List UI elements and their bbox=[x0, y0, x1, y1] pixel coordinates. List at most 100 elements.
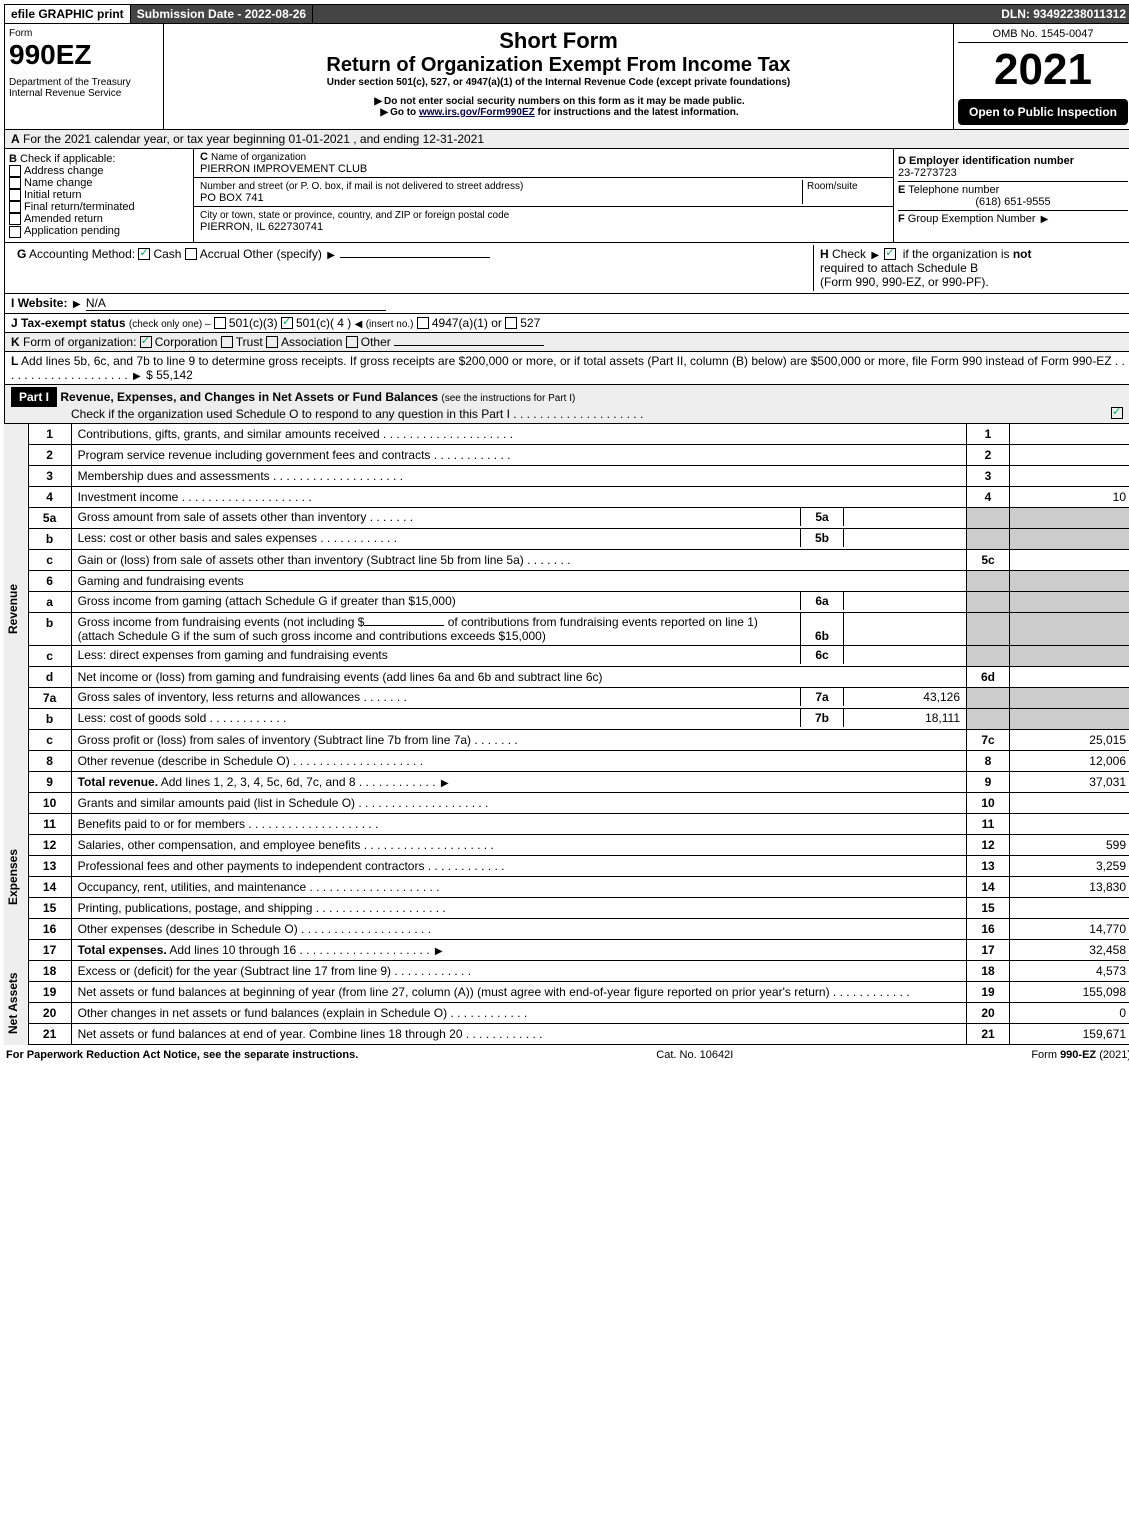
revenue-section: Revenue 1Contributions, gifts, grants, a… bbox=[4, 424, 1129, 793]
sub-val bbox=[844, 529, 967, 547]
table-row: 17Total expenses. Add lines 10 through 1… bbox=[28, 939, 1129, 960]
j-hint: (check only one) ‒ bbox=[129, 319, 211, 330]
line-desc: Less: direct expenses from gaming and fu… bbox=[72, 646, 801, 664]
line-desc: Professional fees and other payments to … bbox=[78, 859, 425, 873]
opt-501c3: 501(c)(3) bbox=[229, 316, 278, 330]
name-label: Name of organization bbox=[211, 152, 306, 163]
line-desc: Gross sales of inventory, less returns a… bbox=[78, 690, 361, 704]
checkbox-name-change[interactable] bbox=[9, 177, 21, 189]
checkbox-schedule-b[interactable] bbox=[884, 248, 896, 260]
sub-val: 18,111 bbox=[844, 709, 967, 727]
main-title: Return of Organization Exempt From Incom… bbox=[172, 54, 945, 77]
open-to-public: Open to Public Inspection bbox=[958, 99, 1128, 125]
table-row: 12Salaries, other compensation, and empl… bbox=[28, 834, 1129, 855]
goto-post: for instructions and the latest informat… bbox=[535, 107, 739, 118]
checkbox-association[interactable] bbox=[266, 336, 278, 348]
h-not: not bbox=[1013, 247, 1032, 261]
checkbox-4947[interactable] bbox=[417, 317, 429, 329]
opt-initial-return: Initial return bbox=[24, 189, 81, 201]
checkbox-initial-return[interactable] bbox=[9, 189, 21, 201]
city-cell: City or town, state or province, country… bbox=[194, 207, 893, 235]
part1-check-text: Check if the organization used Schedule … bbox=[71, 407, 510, 421]
section-l: L Add lines 5b, 6c, and 7b to line 9 to … bbox=[4, 352, 1129, 385]
checkbox-amended-return[interactable] bbox=[9, 213, 21, 225]
checkbox-address-change[interactable] bbox=[9, 165, 21, 177]
line-desc: Gain or (loss) from sale of assets other… bbox=[78, 553, 524, 567]
line-desc: Total expenses. bbox=[78, 943, 167, 957]
arrow-icon bbox=[439, 775, 451, 789]
checkbox-501c3[interactable] bbox=[214, 317, 226, 329]
section-gh: G Accounting Method: Cash Accrual Other … bbox=[4, 243, 1129, 294]
line-desc: Less: cost or other basis and sales expe… bbox=[78, 531, 317, 545]
opt-cash: Cash bbox=[153, 247, 181, 261]
room-label: Room/suite bbox=[807, 181, 858, 192]
line-desc: Other expenses (describe in Schedule O) bbox=[78, 922, 298, 936]
sub-val bbox=[844, 592, 967, 610]
city-state-zip: PIERRON, IL 622730741 bbox=[200, 221, 323, 233]
efile-print[interactable]: efile GRAPHIC print bbox=[5, 5, 131, 23]
checkbox-trust[interactable] bbox=[221, 336, 233, 348]
checkbox-501c[interactable] bbox=[281, 317, 293, 329]
leader-dots: . . . . . . . . . . . . bbox=[317, 531, 397, 545]
checkbox-final-return[interactable] bbox=[9, 201, 21, 213]
goto-note: Go to www.irs.gov/Form990EZ for instruct… bbox=[172, 107, 945, 118]
sub-lineno: 6c bbox=[801, 646, 844, 664]
table-row: 4Investment income . . . . . . . . . . .… bbox=[28, 486, 1129, 507]
table-row: 15Printing, publications, postage, and s… bbox=[28, 897, 1129, 918]
org-name-cell: C Name of organization PIERRON IMPROVEME… bbox=[194, 149, 893, 178]
table-row: 13Professional fees and other payments t… bbox=[28, 855, 1129, 876]
omb-number: OMB No. 1545-0047 bbox=[958, 28, 1128, 43]
footer-cat: Cat. No. 10642I bbox=[656, 1049, 733, 1061]
letter-i: I bbox=[11, 296, 14, 310]
opt-association: Association bbox=[281, 335, 342, 349]
part1-hint: (see the instructions for Part I) bbox=[441, 393, 575, 404]
section-i: I Website: N/A bbox=[4, 294, 1129, 314]
leader-dots: . . . . . . . . . . . . bbox=[830, 985, 910, 999]
leader-dots: . . . . . . . . . . . . bbox=[206, 711, 286, 725]
form-org-label: Form of organization: bbox=[23, 335, 136, 349]
opt-amended-return: Amended return bbox=[24, 213, 103, 225]
submission-date: Submission Date - 2022-08-26 bbox=[131, 5, 313, 23]
checkbox-cash[interactable] bbox=[138, 248, 150, 260]
other-specify-line[interactable] bbox=[340, 257, 490, 258]
other-org-line[interactable] bbox=[394, 345, 544, 346]
irs-link[interactable]: www.irs.gov/Form990EZ bbox=[419, 107, 535, 118]
opt-501c: 501(c)( 4 ) bbox=[296, 316, 351, 330]
table-row: cGain or (loss) from sale of assets othe… bbox=[28, 549, 1129, 570]
line-desc: Grants and similar amounts paid (list in… bbox=[78, 796, 355, 810]
checkbox-accrual[interactable] bbox=[185, 248, 197, 260]
letter-b: B bbox=[9, 153, 17, 165]
table-row: 2Program service revenue including gover… bbox=[28, 444, 1129, 465]
leader-dots: . . . . . . . bbox=[471, 733, 518, 747]
checkbox-other-org[interactable] bbox=[346, 336, 358, 348]
form-number: 990EZ bbox=[9, 39, 159, 71]
checkbox-schedule-o[interactable] bbox=[1111, 407, 1123, 419]
section-a-text: For the 2021 calendar year, or tax year … bbox=[23, 132, 484, 146]
table-row: 8Other revenue (describe in Schedule O) … bbox=[28, 750, 1129, 771]
leader-dots: . . . . . . . . . . . . . . . . . . . . bbox=[312, 901, 445, 915]
sub-lineno: 5b bbox=[801, 529, 844, 547]
revenue-table: 1Contributions, gifts, grants, and simil… bbox=[28, 424, 1129, 793]
opt-other-org: Other bbox=[361, 335, 391, 349]
arrow-icon bbox=[131, 368, 143, 382]
letter-k: K bbox=[11, 335, 20, 349]
leader-dots: . . . . . . . . . . . . . . . . . . . . bbox=[513, 407, 643, 421]
table-row: 21Net assets or fund balances at end of … bbox=[28, 1023, 1129, 1044]
opt-application-pending: Application pending bbox=[24, 225, 120, 237]
table-row: 5a Gross amount from sale of assets othe… bbox=[28, 507, 1129, 528]
checkbox-corporation[interactable] bbox=[140, 336, 152, 348]
subtitle: Under section 501(c), 527, or 4947(a)(1)… bbox=[172, 77, 945, 88]
leader-dots: . . . . . . . . . . . . . . . . . . . . bbox=[296, 943, 429, 957]
contrib-blank[interactable] bbox=[364, 625, 444, 626]
line-desc2: Add lines 1, 2, 3, 4, 5c, 6d, 7c, and 8 bbox=[158, 775, 355, 789]
checkbox-application-pending[interactable] bbox=[9, 226, 21, 238]
dln: DLN: 93492238011312 bbox=[995, 5, 1129, 23]
street-cell: Number and street (or P. O. box, if mail… bbox=[194, 178, 893, 207]
line-desc: Net assets or fund balances at beginning… bbox=[78, 985, 830, 999]
opt-other: Other (specify) bbox=[243, 247, 322, 261]
table-row: 6Gaming and fundraising events bbox=[28, 570, 1129, 591]
table-row: 20Other changes in net assets or fund ba… bbox=[28, 1002, 1129, 1023]
sub-val: 43,126 bbox=[844, 688, 967, 706]
checkbox-527[interactable] bbox=[505, 317, 517, 329]
table-row: 11Benefits paid to or for members . . . … bbox=[28, 813, 1129, 834]
